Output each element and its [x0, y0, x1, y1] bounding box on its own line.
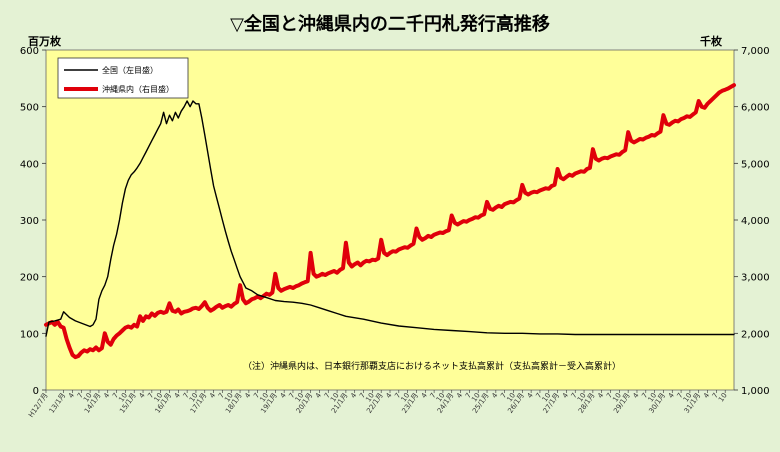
- x-tick-label: 7: [676, 392, 685, 400]
- x-tick-label: 4: [138, 391, 147, 400]
- x-tick-label: 4: [702, 391, 711, 400]
- legend-label-okinawa: 沖縄県内（右目盛）: [102, 84, 174, 94]
- right-tick-label: 1,000: [741, 386, 770, 397]
- left-axis-ticks: 0 100 200 300 400 500 600: [20, 46, 46, 397]
- series-layer: [44, 83, 736, 360]
- x-tick-label: 7: [640, 392, 649, 400]
- x-tick-label: 10: [153, 392, 165, 404]
- x-tick-label: 7: [252, 392, 261, 400]
- x-tick-label: 4: [314, 391, 323, 400]
- x-tick-label: 4: [279, 391, 288, 400]
- plot-area: [45, 49, 735, 391]
- x-tick-label: 7: [429, 392, 438, 400]
- x-tick-label: 10: [82, 392, 94, 404]
- x-tick-label: 7: [711, 392, 720, 400]
- x-tick-label: 10: [611, 392, 623, 404]
- x-tick-label: 10: [400, 392, 412, 404]
- left-tick-label: 500: [20, 103, 39, 114]
- x-tick-label: 7: [287, 392, 296, 400]
- left-tick-label: 0: [33, 386, 39, 397]
- x-tick-label: 4: [349, 391, 358, 400]
- series-line-national: [45, 100, 735, 337]
- right-tick-label: 6,000: [741, 103, 770, 114]
- left-tick-label: 100: [20, 329, 39, 340]
- x-tick-label: 10: [717, 392, 729, 404]
- x-tick-label: 4: [526, 391, 535, 400]
- x-tick-label: 10: [117, 392, 129, 404]
- x-tick-label: 4: [490, 391, 499, 400]
- legend-label-national: 全国（左目盛）: [102, 65, 158, 75]
- x-tick-label: 10: [223, 392, 235, 404]
- x-tick-label: 10: [258, 392, 270, 404]
- right-axis-ticks: 1,000 2,000 3,000 4,000 5,000 6,000 7,000: [734, 46, 770, 397]
- x-tick-label: 10: [647, 392, 659, 404]
- left-tick-label: 600: [20, 46, 39, 57]
- right-tick-label: 5,000: [741, 159, 770, 170]
- left-tick-label: 400: [20, 159, 39, 170]
- x-tick-label: 7: [570, 392, 579, 400]
- x-tick-label: 7: [146, 392, 155, 400]
- left-tick-label: 200: [20, 273, 39, 284]
- right-tick-label: 4,000: [741, 216, 770, 227]
- left-axis-unit: 百万枚: [28, 34, 62, 48]
- legend: 全国（左目盛） 沖縄県内（右目盛）: [57, 57, 189, 99]
- x-tick-label: 4: [102, 391, 111, 400]
- x-tick-label: 4: [631, 391, 640, 400]
- x-tick-label: 10: [470, 392, 482, 404]
- x-tick-label: 7: [393, 392, 402, 400]
- x-tick-label: 10: [435, 392, 447, 404]
- x-tick-label: 4: [67, 391, 76, 400]
- x-tick-label: 4: [208, 391, 217, 400]
- x-tick-label: 10: [294, 392, 306, 404]
- right-tick-label: 2,000: [741, 329, 770, 340]
- x-tick-label: 10: [541, 392, 553, 404]
- x-tick-label: 7: [464, 392, 473, 400]
- left-tick-label: 300: [20, 216, 39, 227]
- x-tick-label: 4: [667, 391, 676, 400]
- x-tick-label: 13/1月: [48, 392, 68, 415]
- x-tick-label: 4: [243, 391, 252, 400]
- series-line-okinawa: [44, 83, 736, 360]
- x-tick-label: 10: [188, 392, 200, 404]
- right-tick-label: 3,000: [741, 273, 770, 284]
- legend-box: [57, 57, 189, 99]
- x-tick-label: 7: [76, 392, 85, 400]
- x-tick-label: 10: [505, 392, 517, 404]
- x-tick-label: 4: [596, 391, 605, 400]
- x-tick-label: 4: [385, 391, 394, 400]
- x-tick-label: 10: [364, 392, 376, 404]
- chart-title: ▽全国と沖縄県内の二千円札発行高推移: [230, 13, 550, 35]
- chart-note: （注）沖縄県内は、日本銀行那覇支店におけるネット支払高累計（支払高累計－受入高累…: [243, 360, 621, 372]
- x-tick-label: 7: [182, 392, 191, 400]
- x-tick-label: 7: [323, 392, 332, 400]
- x-tick-label: 7: [605, 392, 614, 400]
- right-tick-label: 7,000: [741, 46, 770, 57]
- x-tick-label: 4: [420, 391, 429, 400]
- x-tick-label: 10: [329, 392, 341, 404]
- x-tick-label: 7: [111, 392, 120, 400]
- x-tick-label: 4: [561, 391, 570, 400]
- right-axis-unit: 千枚: [700, 34, 723, 48]
- x-tick-label: 7: [217, 392, 226, 400]
- x-tick-label: 7: [499, 392, 508, 400]
- x-tick-label: 7: [358, 392, 367, 400]
- x-tick-label: 7: [534, 392, 543, 400]
- x-tick-label: 4: [173, 391, 182, 400]
- x-tick-label: 10: [576, 392, 588, 404]
- x-tick-label: 4: [455, 391, 464, 400]
- x-tick-label: 10: [682, 392, 694, 404]
